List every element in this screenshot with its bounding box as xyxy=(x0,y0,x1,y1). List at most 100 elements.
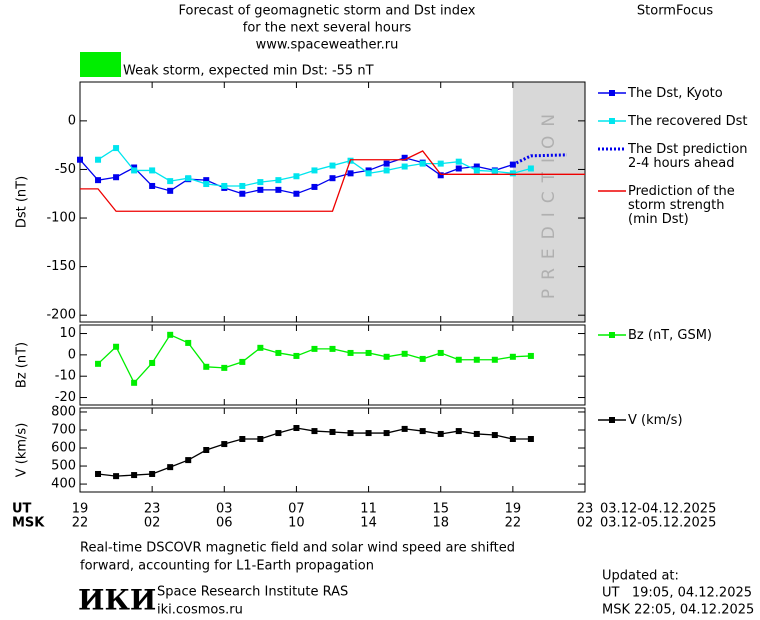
point xyxy=(455,165,462,172)
point xyxy=(437,160,444,167)
point xyxy=(203,363,210,370)
x-tick-label: 23 xyxy=(577,502,594,517)
point xyxy=(419,428,426,435)
y-tick-label: 600 xyxy=(51,441,76,456)
institute: Space Research Institute RAS xyxy=(157,585,348,600)
point xyxy=(113,343,120,350)
point xyxy=(437,430,444,437)
point xyxy=(311,167,318,174)
point xyxy=(149,167,156,174)
point xyxy=(95,156,102,163)
y-tick-label: -50 xyxy=(55,162,76,177)
point xyxy=(203,181,210,188)
point xyxy=(257,436,264,443)
point xyxy=(455,158,462,165)
point xyxy=(509,436,516,443)
x-tick-label: 03 xyxy=(216,502,233,517)
point xyxy=(311,428,318,435)
point xyxy=(527,165,534,172)
point xyxy=(239,358,246,365)
legend-marker xyxy=(609,90,615,96)
y-tick-label: 400 xyxy=(51,477,76,492)
y-tick-label: 800 xyxy=(51,404,76,419)
point xyxy=(149,470,156,477)
point xyxy=(455,356,462,363)
point xyxy=(113,473,120,480)
point xyxy=(113,145,120,152)
point xyxy=(401,425,408,432)
point xyxy=(509,353,516,360)
point xyxy=(491,432,498,439)
storm-swatch xyxy=(80,52,121,77)
point xyxy=(329,345,336,352)
y-axis-label: Bz (nT) xyxy=(15,342,30,388)
y-tick-label: -150 xyxy=(46,259,76,274)
series-line xyxy=(512,153,568,166)
series-line xyxy=(97,427,531,477)
point xyxy=(401,350,408,357)
x-tick-label: 06 xyxy=(216,516,233,531)
prediction-label: PREDICTION xyxy=(539,105,559,299)
point xyxy=(311,345,318,352)
point xyxy=(311,183,318,190)
x-tick-label: 10 xyxy=(288,516,305,531)
point xyxy=(221,441,228,448)
date-range: 03.12-04.12.2025 xyxy=(600,502,716,517)
legend-marker xyxy=(609,118,615,124)
x-row-label: MSK xyxy=(12,516,45,531)
x-tick-label: 07 xyxy=(288,502,305,517)
x-tick-label: 19 xyxy=(72,502,89,517)
point xyxy=(329,162,336,169)
point xyxy=(257,344,264,351)
point xyxy=(347,349,354,356)
x-tick-label: 11 xyxy=(360,502,377,517)
site: iki.cosmos.ru xyxy=(157,603,243,618)
point xyxy=(383,430,390,437)
point xyxy=(473,430,480,437)
point xyxy=(275,430,282,437)
point xyxy=(239,436,246,443)
y-tick-label: 10 xyxy=(59,326,76,341)
point xyxy=(221,182,228,189)
point xyxy=(221,364,228,371)
point xyxy=(131,379,138,386)
point xyxy=(347,170,354,177)
y-tick-label: 0 xyxy=(68,347,76,362)
point xyxy=(491,168,498,175)
point xyxy=(365,430,372,437)
y-tick-label: 700 xyxy=(51,422,76,437)
y-tick-label: -20 xyxy=(55,390,76,405)
point xyxy=(473,163,480,170)
point xyxy=(131,167,138,174)
x-tick-label: 02 xyxy=(577,516,594,531)
point xyxy=(203,447,210,453)
point xyxy=(473,167,480,174)
plot-frame xyxy=(79,407,586,493)
point xyxy=(293,173,300,180)
point xyxy=(473,356,480,363)
point xyxy=(347,430,354,437)
point xyxy=(167,331,174,338)
x-tick-label: 23 xyxy=(144,502,161,517)
point xyxy=(167,187,174,194)
point xyxy=(113,174,120,181)
x-tick-label: 15 xyxy=(432,502,449,517)
point xyxy=(95,360,102,367)
plot-frame xyxy=(79,81,586,323)
point xyxy=(239,182,246,189)
point xyxy=(149,182,156,189)
point xyxy=(401,154,408,161)
y-tick-label: -200 xyxy=(46,308,76,323)
point xyxy=(185,175,192,182)
point xyxy=(77,156,83,163)
point xyxy=(275,177,282,184)
point xyxy=(383,160,390,167)
legend-label: The Dst, Kyoto xyxy=(627,86,723,101)
point xyxy=(257,186,264,193)
series-line xyxy=(97,147,532,187)
y-axis-label: V (km/s) xyxy=(15,423,30,478)
point xyxy=(167,464,174,471)
logo: ИКИ xyxy=(78,584,156,617)
plot-frame xyxy=(79,324,586,406)
point xyxy=(329,175,336,182)
